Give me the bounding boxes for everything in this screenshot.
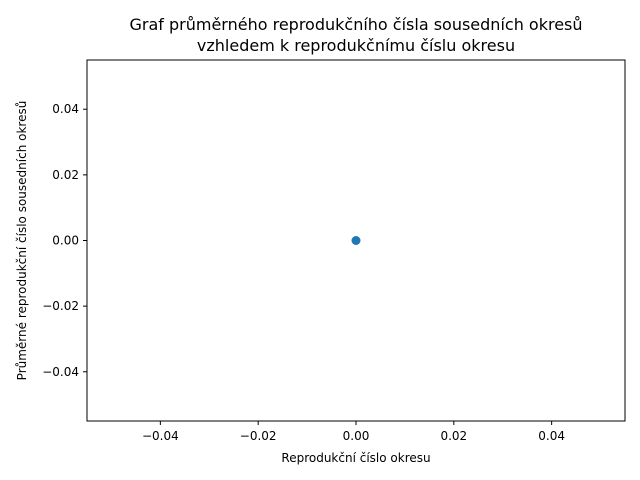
data-point bbox=[351, 236, 361, 245]
x-axis-label: Reprodukční číslo okresu bbox=[281, 451, 430, 465]
x-tick-label: 0.04 bbox=[538, 429, 565, 443]
y-tick-label: 0.00 bbox=[52, 234, 79, 248]
plot-area: −0.04 −0.02 0.00 0.02 0.04 −0.04 −0.02 0.00 0.02… bbox=[42, 102, 565, 443]
y-tick-label: 0.02 bbox=[52, 168, 79, 182]
x-tick-label: −0.02 bbox=[240, 429, 277, 443]
y-axis-label: Průměrné reprodukční číslo sousedních ok… bbox=[15, 101, 29, 381]
y-tick-label: 0.04 bbox=[52, 102, 79, 116]
y-tick-label: −0.04 bbox=[42, 365, 79, 379]
chart-title: Graf průměrného reprodukčního čísla sous… bbox=[129, 15, 582, 34]
chart-subtitle: vzhledem k reprodukčnímu číslu okresu bbox=[197, 36, 515, 55]
x-tick-label: −0.04 bbox=[142, 429, 179, 443]
x-tick-label: 0.00 bbox=[343, 429, 370, 443]
axes-frame bbox=[86, 59, 626, 422]
y-tick-label: −0.02 bbox=[42, 299, 79, 313]
x-tick-label: 0.02 bbox=[440, 429, 467, 443]
